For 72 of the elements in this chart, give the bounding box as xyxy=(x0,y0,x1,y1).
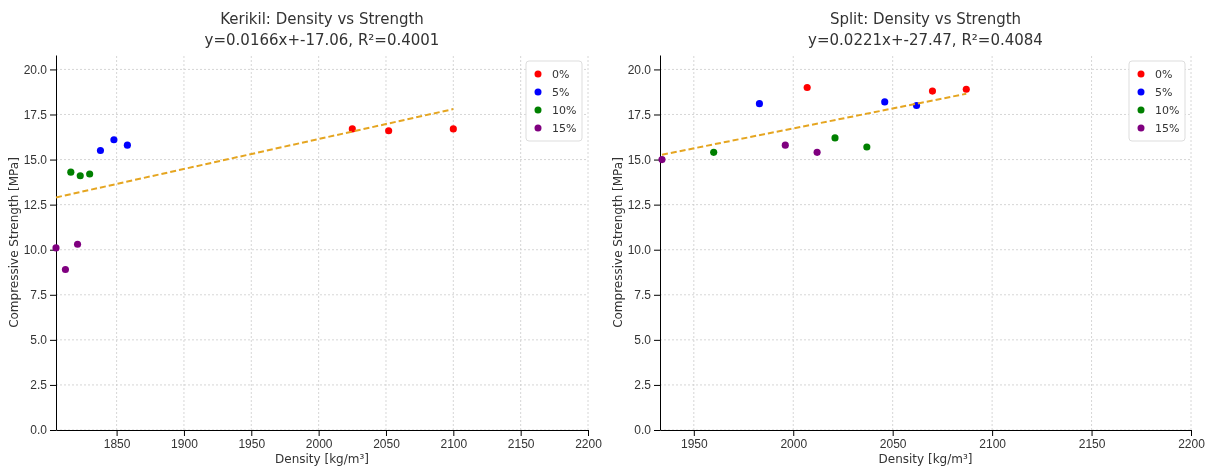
y-tick-label: 17.5 xyxy=(23,107,48,122)
y-tick-label: 7.5 xyxy=(634,288,652,303)
x-tick-label: 2100 xyxy=(979,436,1007,451)
legend-label: 0% xyxy=(552,68,570,81)
legend-label: 15% xyxy=(1155,122,1180,135)
y-axis-title: Compressive Strength [MPa] xyxy=(7,157,21,328)
y-tick-label: 5.0 xyxy=(30,333,48,348)
point xyxy=(123,141,131,149)
y-tick-label: 20.0 xyxy=(23,62,48,77)
y-tick-label: 12.5 xyxy=(627,197,652,212)
x-tick-label: 2100 xyxy=(440,436,468,451)
y-tick-label: 12.5 xyxy=(23,197,48,212)
point xyxy=(385,127,393,135)
point xyxy=(813,148,821,156)
point xyxy=(710,148,718,156)
x-axis-title: Density [kg/m³] xyxy=(275,452,369,466)
x-tick-label: 2150 xyxy=(507,436,535,451)
legend-label: 5% xyxy=(552,86,570,99)
y-tick-label: 0.0 xyxy=(634,423,652,438)
point xyxy=(110,136,118,144)
y-tick-label: 15.0 xyxy=(23,152,48,167)
y-tick-label: 15.0 xyxy=(627,152,652,167)
x-tick-label: 2050 xyxy=(373,436,401,451)
y-tick-label: 10.0 xyxy=(627,243,652,258)
y-tick-label: 10.0 xyxy=(23,243,48,258)
x-tick-label: 2150 xyxy=(1078,436,1106,451)
point xyxy=(86,170,94,178)
x-tick-label: 2050 xyxy=(879,436,907,451)
point xyxy=(61,265,69,274)
point xyxy=(76,172,84,180)
point xyxy=(962,85,970,93)
x-tick-label: 2000 xyxy=(780,436,808,451)
y-tick-label: 2.5 xyxy=(30,378,48,393)
point xyxy=(881,98,889,106)
x-tick-label: 1850 xyxy=(103,436,131,451)
x-tick-label: 1900 xyxy=(171,436,199,451)
y-axis-title: Compressive Strength [MPa] xyxy=(611,157,625,328)
point xyxy=(658,156,666,164)
point xyxy=(96,146,105,155)
legend-label: 0% xyxy=(1155,68,1173,81)
point xyxy=(781,141,789,149)
chart-title: Kerikil: Density vs Strength xyxy=(220,10,424,28)
chart-subtitle: y=0.0166x+-17.06, R²=0.4001 xyxy=(204,31,440,49)
chart-title: Split: Density vs Strength xyxy=(829,10,1022,28)
point xyxy=(449,125,457,133)
y-tick-label: 7.5 xyxy=(30,288,48,303)
x-tick-label: 2200 xyxy=(575,436,603,451)
legend-label: 10% xyxy=(1155,104,1180,117)
point xyxy=(912,101,921,110)
legend-label: 5% xyxy=(1155,86,1173,99)
point xyxy=(67,168,75,176)
legend-label: 15% xyxy=(552,122,577,135)
chart-subtitle: y=0.0221x+-27.47, R²=0.4084 xyxy=(808,31,1043,49)
x-tick-label: 1950 xyxy=(238,436,266,451)
point xyxy=(928,87,937,95)
point xyxy=(52,244,60,252)
point xyxy=(803,83,811,92)
point xyxy=(755,100,764,108)
x-tick-label: 2000 xyxy=(305,436,333,451)
y-tick-label: 5.0 xyxy=(634,333,652,348)
y-tick-label: 0.0 xyxy=(30,423,48,438)
point xyxy=(831,134,839,142)
point xyxy=(863,143,871,151)
legend-label: 10% xyxy=(552,104,577,117)
point xyxy=(348,125,356,133)
x-tick-label: 1950 xyxy=(680,436,708,451)
x-tick-label: 2200 xyxy=(1178,436,1206,451)
y-tick-label: 2.5 xyxy=(634,378,652,393)
x-axis-title: Density [kg/m³] xyxy=(878,452,973,466)
y-tick-label: 20.0 xyxy=(627,62,652,77)
y-tick-label: 17.5 xyxy=(627,107,652,122)
point xyxy=(73,240,82,248)
